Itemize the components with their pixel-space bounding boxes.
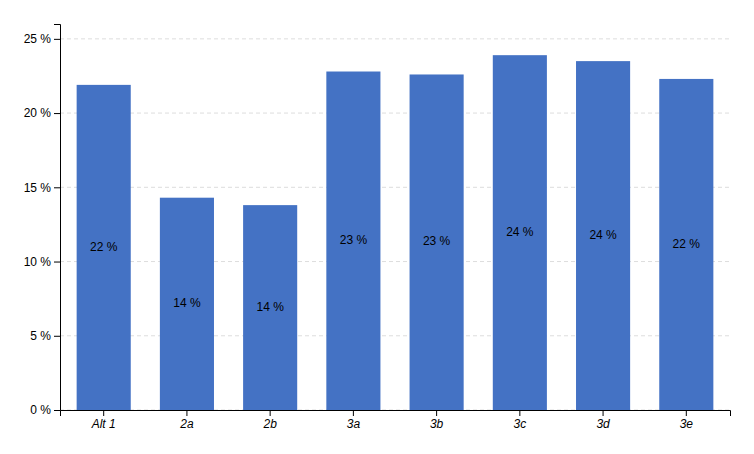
tick-mark <box>686 410 687 416</box>
y-tick: 25 % <box>24 32 60 46</box>
y-tick: 15 % <box>24 181 60 195</box>
tick-label: 2a <box>179 417 194 431</box>
y-tick: 10 % <box>24 255 60 269</box>
bars <box>77 55 714 410</box>
plot: 22 % 14 % 14 % 23 % 23 % 24 % 24 % 22 % 0 % 5 % 10… <box>24 25 731 431</box>
data-label: 23 % <box>423 234 451 248</box>
x-tick: 3b <box>430 410 444 431</box>
tick-label: Alt 1 <box>91 417 116 431</box>
tick-mark <box>103 410 104 416</box>
tick-mark <box>54 39 60 40</box>
bar <box>493 55 547 410</box>
tick-mark <box>353 410 354 416</box>
tick-mark <box>270 410 271 416</box>
tick-mark <box>54 336 60 337</box>
data-label: 14 % <box>173 296 201 310</box>
chart-container: 22 % 14 % 14 % 23 % 23 % 24 % 24 % 22 % 0 % 5 % 10… <box>0 0 754 454</box>
x-tick: 2b <box>262 410 277 431</box>
data-label: 23 % <box>340 233 368 247</box>
x-tick: Alt 1 <box>91 410 116 431</box>
x-tick: 3c <box>514 410 527 431</box>
tick-mark <box>54 262 60 263</box>
y-tick: 20 % <box>24 106 60 120</box>
bar <box>576 61 630 410</box>
tick-mark <box>186 410 187 416</box>
tick-mark <box>436 410 437 416</box>
data-label: 24 % <box>506 225 534 239</box>
tick-label: 3b <box>430 417 444 431</box>
tick-label: 20 % <box>24 106 52 120</box>
x-tick: 2a <box>179 410 194 431</box>
grid-line <box>60 38 730 39</box>
tick-label: 3d <box>596 417 610 431</box>
axis-line <box>61 411 731 417</box>
tick-label: 0 % <box>30 403 51 417</box>
tick-label: 3e <box>680 417 694 431</box>
data-label: 14 % <box>256 300 284 314</box>
tick-label: 10 % <box>24 255 52 269</box>
bar <box>77 85 131 410</box>
tick-mark <box>54 113 60 114</box>
data-label: 22 % <box>673 237 701 251</box>
grid <box>60 39 730 410</box>
tick-mark <box>54 187 60 188</box>
data-label: 24 % <box>589 228 617 242</box>
tick-mark <box>519 410 520 416</box>
tick-label: 15 % <box>24 181 52 195</box>
tick-label: 3c <box>514 417 527 431</box>
tick-mark <box>603 410 604 416</box>
tick-label: 2b <box>262 417 277 431</box>
tick-label: 3a <box>347 417 361 431</box>
tick-mark <box>54 410 60 411</box>
bar <box>326 72 380 410</box>
y-tick: 0 % <box>30 403 60 417</box>
bar <box>659 79 713 410</box>
bar <box>160 198 214 410</box>
tick-label: 25 % <box>24 32 52 46</box>
y-tick: 5 % <box>30 329 60 343</box>
bar <box>410 74 464 410</box>
x-tick: 3a <box>347 410 361 431</box>
y-axis: 0 % 5 % 10 % 15 % 20 % 25 % <box>24 25 61 418</box>
x-axis: Alt 1 2a 2b 3a 3b 3c 3d 3e <box>61 410 731 431</box>
chart-svg: 22 % 14 % 14 % 23 % 23 % 24 % 24 % 22 % 0 % 5 % 10… <box>0 0 754 454</box>
data-labels: 22 % 14 % 14 % 23 % 23 % 24 % 24 % 22 % <box>90 225 700 314</box>
bar <box>243 205 297 410</box>
x-tick: 3d <box>596 410 610 431</box>
tick-label: 5 % <box>30 329 51 343</box>
axis-line <box>54 25 61 411</box>
x-tick: 3e <box>680 410 694 431</box>
data-label: 22 % <box>90 240 118 254</box>
